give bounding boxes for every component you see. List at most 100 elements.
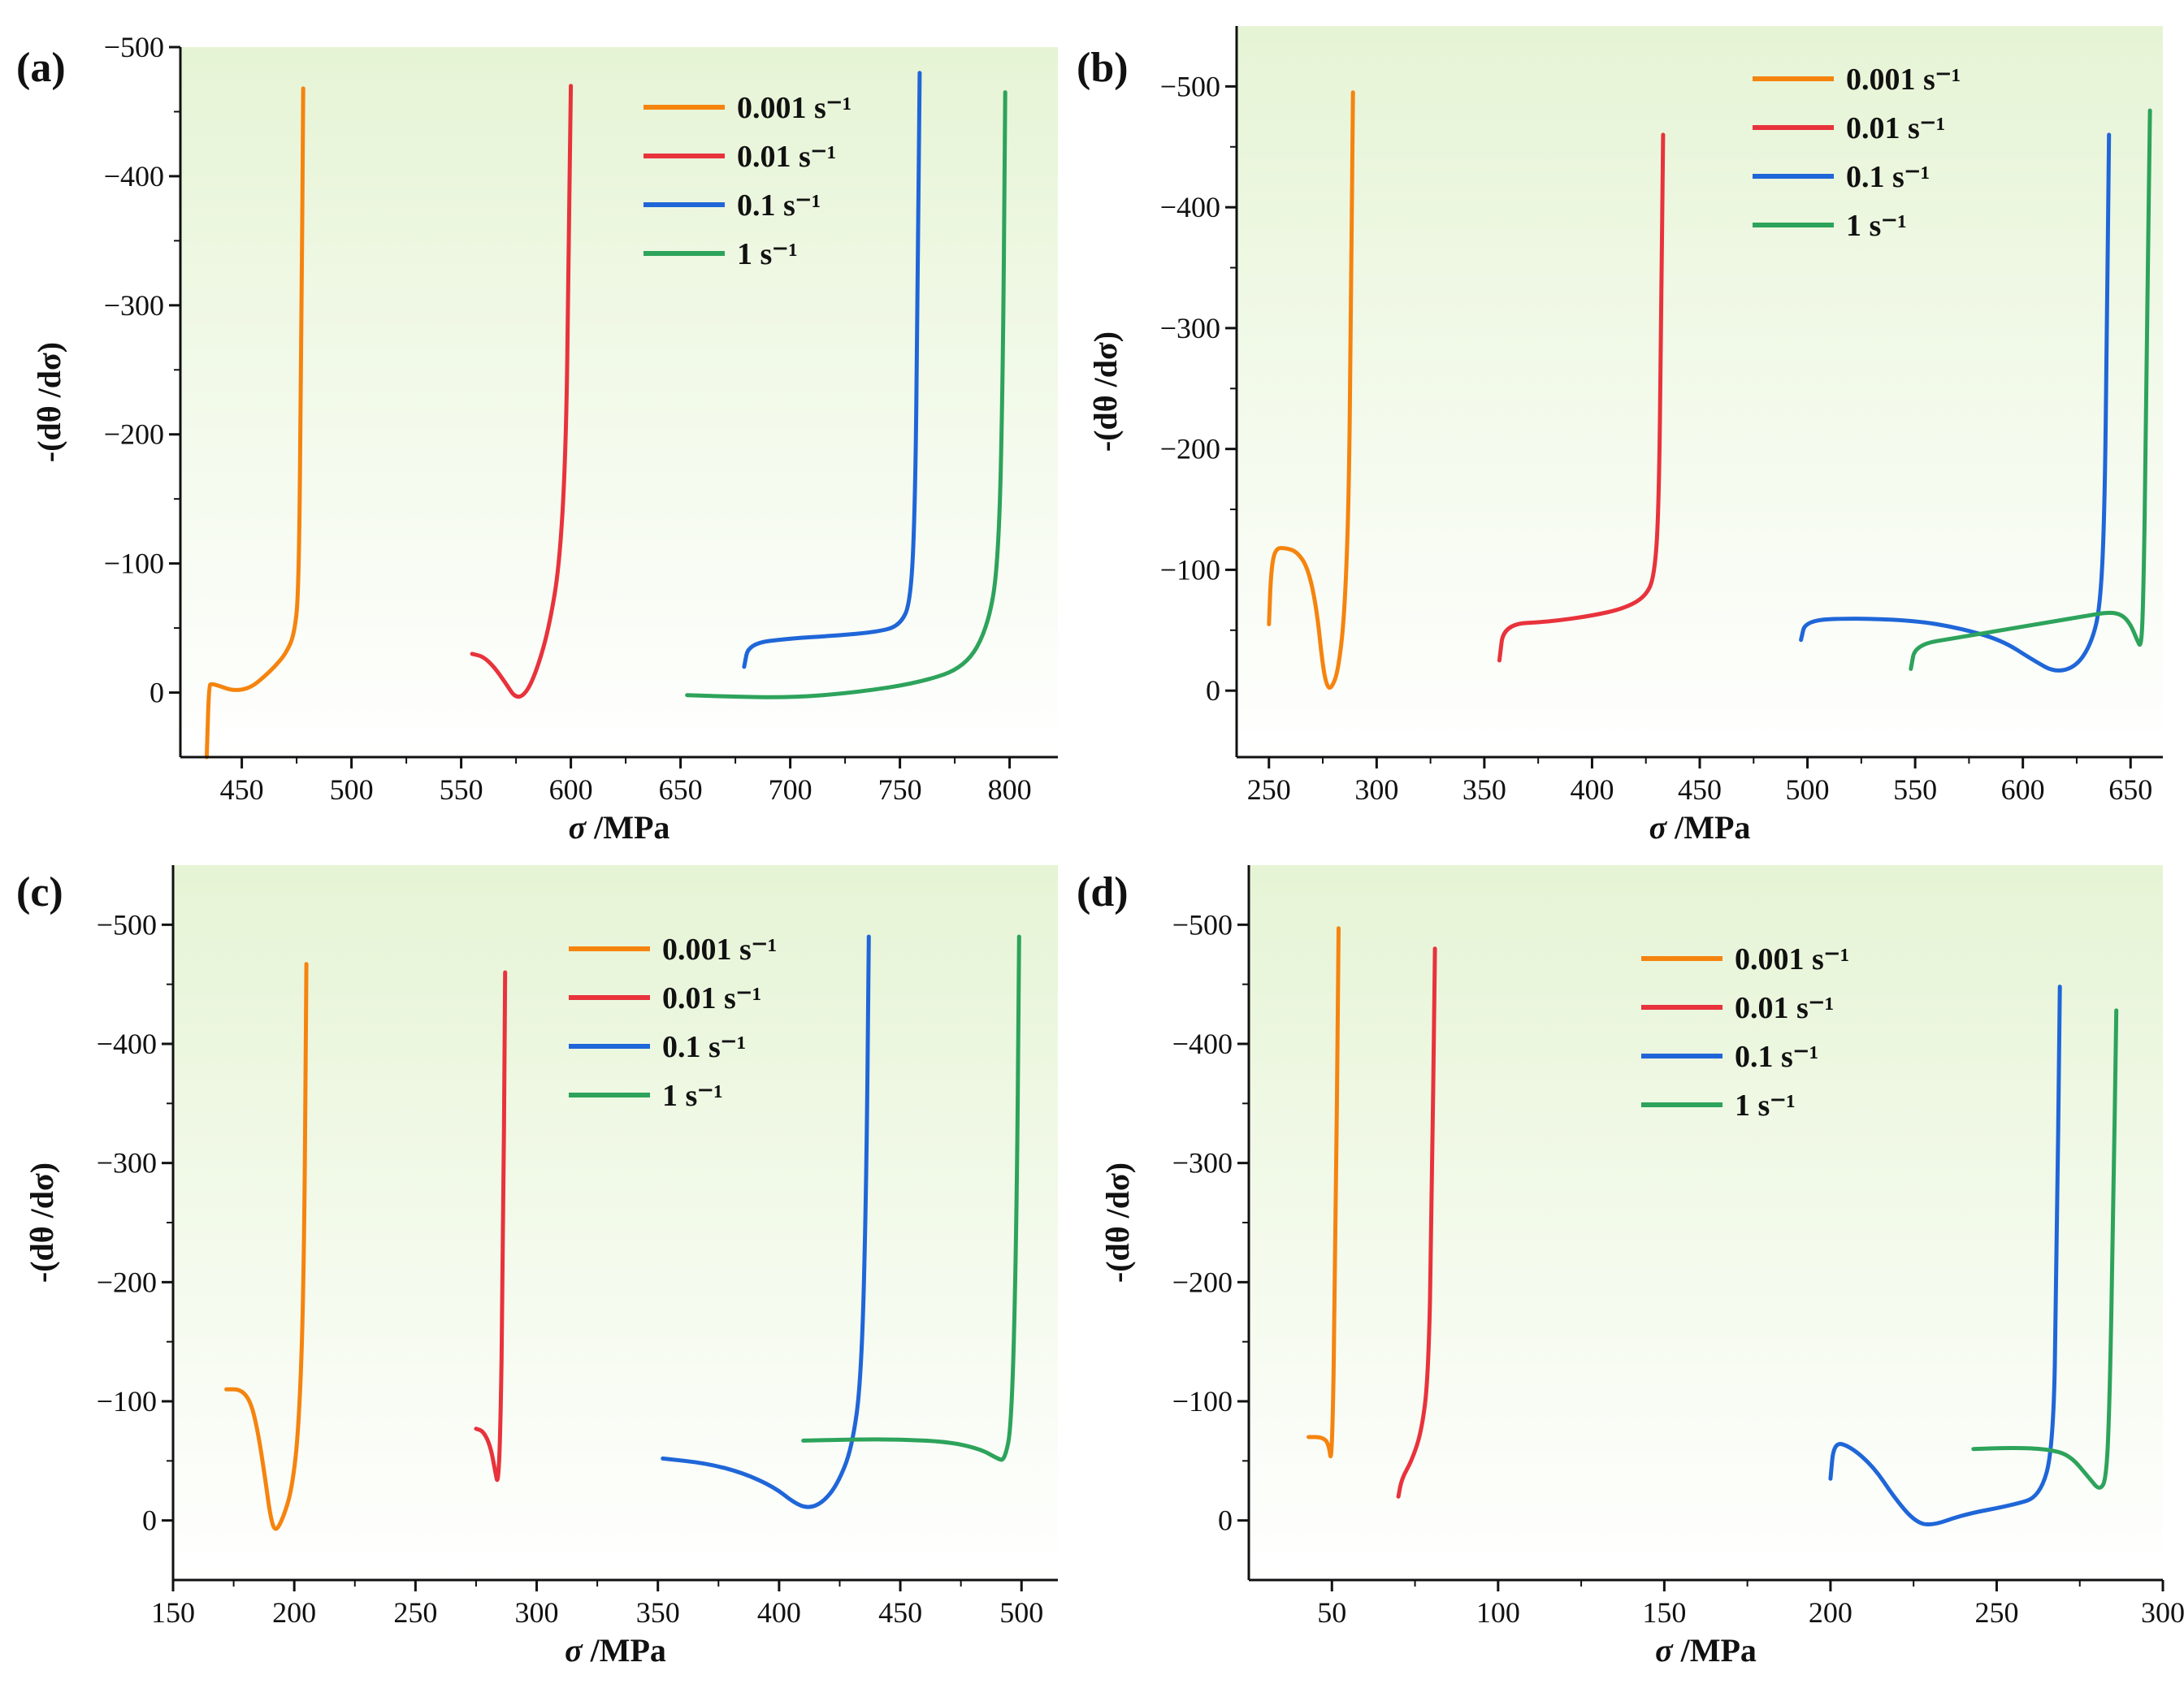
y-tick-label: −500: [104, 31, 164, 63]
y-tick-label: −100: [1160, 553, 1220, 586]
legend-label: 0.001 s⁻¹: [662, 933, 777, 967]
series-line-0.001: [224, 962, 309, 1531]
series-line-0.01: [474, 970, 508, 1483]
plot-area: [1249, 865, 2163, 1580]
y-axis-label: -(dθ /dσ): [1099, 1162, 1136, 1283]
plot-area: [173, 865, 1058, 1580]
chart-panel-2: 250 300 350 400 450 500 550 600 650 −500 −400 −300 −…: [1077, 26, 2163, 846]
axes: 50 100 150 200 250 300 −500 −400 −300 −200 −100 0: [1172, 865, 2184, 1629]
legend-label: 1 s⁻¹: [737, 237, 798, 271]
series-line-0.001: [204, 86, 306, 760]
series-line-0.1: [1828, 985, 2062, 1527]
x-axis-label: σ /MPa: [1655, 1632, 1757, 1669]
plot-area: [180, 47, 1058, 757]
axes: 150 200 250 300 350 400 450 500 −500 −400 −300 −200…: [97, 865, 1058, 1629]
x-tick-label: 400: [757, 1596, 801, 1629]
y-tick-label: 0: [150, 677, 164, 709]
y-tick-label: 0: [1218, 1504, 1233, 1537]
y-tick-label: −500: [97, 908, 157, 941]
y-tick-label: 0: [1206, 674, 1220, 707]
x-tick-label: 350: [636, 1596, 680, 1629]
legend: 0.001 s⁻¹ 0.01 s⁻¹ 0.1 s⁻¹ 1 s⁻¹: [1753, 63, 1961, 243]
x-tick-label: 300: [515, 1596, 559, 1629]
y-tick-label: −200: [1172, 1266, 1233, 1298]
y-tick-label: −200: [97, 1266, 157, 1298]
x-tick-label: 50: [1317, 1596, 1346, 1629]
panel-label: (a): [16, 45, 66, 91]
series-line-1: [1971, 1008, 2119, 1490]
x-tick-label: 600: [549, 773, 593, 806]
series-line-0.001: [1306, 926, 1341, 1459]
series-group: [204, 71, 1008, 760]
x-tick-label: 100: [1476, 1596, 1520, 1629]
legend-label: 0.1 s⁻¹: [1735, 1040, 1818, 1074]
legend-label: 0.1 s⁻¹: [737, 188, 821, 223]
legend-label: 1 s⁻¹: [1846, 209, 1907, 243]
x-axis-label: σ /MPa: [569, 809, 670, 846]
panel-label: (d): [1077, 869, 1129, 916]
x-tick-label: 600: [2001, 773, 2045, 806]
x-tick-label: 750: [878, 773, 922, 806]
legend-label: 0.01 s⁻¹: [1735, 991, 1834, 1025]
legend: 0.001 s⁻¹ 0.01 s⁻¹ 0.1 s⁻¹ 1 s⁻¹: [569, 933, 777, 1113]
y-axis-label: -(dθ /dσ): [1087, 331, 1124, 452]
y-tick-label: −100: [104, 548, 164, 580]
x-tick-label: 400: [1570, 773, 1614, 806]
x-tick-label: 450: [878, 1596, 922, 1629]
y-axis-label: -(dθ /dσ): [24, 1162, 60, 1283]
legend-label: 0.001 s⁻¹: [737, 91, 852, 125]
legend-label: 0.001 s⁻¹: [1735, 942, 1849, 976]
x-tick-label: 150: [151, 1596, 195, 1629]
x-tick-label: 350: [1462, 773, 1506, 806]
series-group: [1267, 90, 2152, 690]
legend-label: 0.1 s⁻¹: [662, 1030, 746, 1064]
chart-panel-3: 150 200 250 300 350 400 450 500 −500 −400 −300 −200…: [16, 865, 1058, 1669]
legend-label: 0.01 s⁻¹: [1846, 111, 1945, 145]
legend-label: 0.01 s⁻¹: [737, 140, 836, 174]
series-line-0.1: [742, 71, 922, 669]
chart-panel-1: 450 500 550 600 650 700 750 800 −500 −400 −300 −200…: [16, 31, 1058, 846]
series-group: [1306, 926, 2119, 1527]
legend-label: 1 s⁻¹: [1735, 1089, 1796, 1123]
series-line-0.1: [661, 934, 871, 1509]
y-tick-label: −500: [1160, 70, 1220, 102]
x-tick-label: 200: [272, 1596, 316, 1629]
panel-label: (c): [16, 869, 63, 916]
y-tick-label: −300: [104, 289, 164, 322]
x-tick-label: 450: [1678, 773, 1722, 806]
y-tick-label: −200: [104, 418, 164, 451]
axes: 450 500 550 600 650 700 750 800 −500 −400 −300 −200…: [104, 31, 1058, 806]
y-tick-label: −100: [1172, 1385, 1233, 1418]
series-line-1: [685, 90, 1008, 699]
chart-panel-4: 50 100 150 200 250 300 −500 −400 −300 −200 −100 0 σ …: [1077, 865, 2184, 1669]
x-tick-label: 550: [440, 773, 483, 806]
y-tick-label: −300: [1160, 312, 1220, 344]
x-tick-label: 200: [1809, 1596, 1852, 1629]
series-line-0.001: [1267, 90, 1355, 690]
x-tick-label: 650: [2108, 773, 2152, 806]
legend: 0.001 s⁻¹ 0.01 s⁻¹ 0.1 s⁻¹ 1 s⁻¹: [644, 91, 852, 271]
x-tick-label: 150: [1642, 1596, 1686, 1629]
x-tick-label: 500: [330, 773, 374, 806]
series-line-0.01: [1497, 132, 1666, 663]
series-line-0.01: [470, 84, 574, 699]
x-tick-label: 300: [2141, 1596, 2184, 1629]
x-tick-label: 650: [659, 773, 703, 806]
x-tick-label: 700: [769, 773, 812, 806]
x-tick-label: 800: [988, 773, 1032, 806]
series-line-0.1: [1799, 132, 2112, 673]
x-axis-label: σ /MPa: [1649, 809, 1751, 846]
plot-area: [1237, 26, 2163, 757]
y-tick-label: −100: [97, 1385, 157, 1418]
y-tick-label: −300: [97, 1147, 157, 1180]
series-group: [224, 934, 1021, 1531]
legend: 0.001 s⁻¹ 0.01 s⁻¹ 0.1 s⁻¹ 1 s⁻¹: [1641, 942, 1849, 1123]
y-tick-label: −500: [1172, 908, 1233, 941]
y-tick-label: −200: [1160, 433, 1220, 465]
x-tick-label: 250: [1974, 1596, 2018, 1629]
x-axis-label: σ /MPa: [565, 1632, 666, 1669]
legend-label: 0.1 s⁻¹: [1846, 160, 1930, 194]
y-tick-label: −400: [104, 160, 164, 193]
x-tick-label: 250: [1247, 773, 1291, 806]
